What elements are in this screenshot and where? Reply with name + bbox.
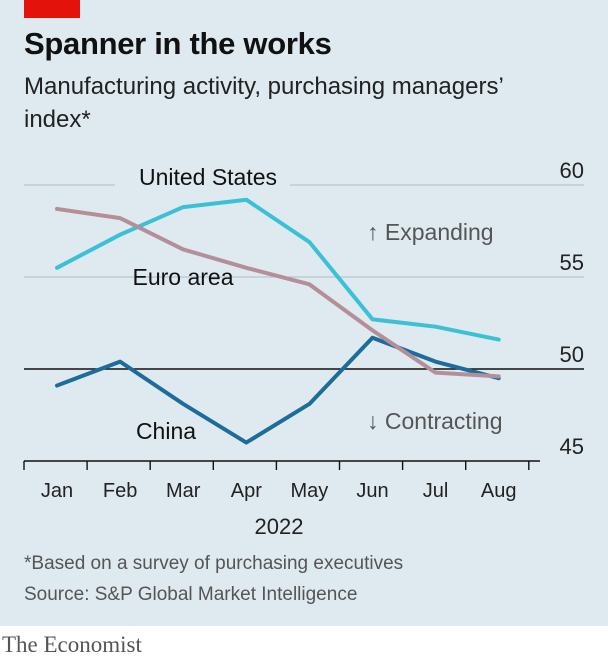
- y-tick-label: 45: [560, 434, 584, 459]
- x-tick-label: Jan: [41, 480, 73, 502]
- gridlines: [24, 184, 584, 370]
- series-labels: United States Euro area China: [132, 164, 277, 444]
- x-tick-label: Mar: [166, 480, 201, 502]
- series-line-united-states: [55, 197, 501, 342]
- x-tick-label: Aug: [481, 480, 517, 502]
- line-chart: 45 50 55 60 Jan Feb Mar Apr May Jun Jul Aug United…: [23, 158, 584, 539]
- annotation-expanding: ↑ Expanding: [367, 219, 494, 245]
- x-tick-label: Apr: [231, 480, 262, 502]
- x-tick-label: Jun: [356, 480, 388, 502]
- series-line-china: [55, 335, 501, 445]
- source-note: Source: S&P Global Market Intelligence: [24, 584, 358, 605]
- x-tick-label: Jul: [423, 480, 449, 502]
- series-label: China: [136, 418, 196, 444]
- y-tick-label: 55: [560, 250, 584, 275]
- annotation-contracting: ↓ Contracting: [367, 408, 503, 434]
- x-axis-label: 2022: [255, 514, 304, 539]
- series-label: United States: [139, 164, 277, 190]
- brand-red-bar: [24, 0, 80, 18]
- y-tick-label: 60: [560, 158, 584, 183]
- x-axis: Jan Feb Mar Apr May Jun Jul Aug: [23, 460, 540, 502]
- y-tick-labels: 45 50 55 60: [560, 158, 584, 459]
- x-tick-label: Feb: [103, 480, 137, 502]
- chart-title: Spanner in the works: [24, 26, 332, 61]
- chart-card: Spanner in the works Manufacturing activ…: [0, 0, 608, 626]
- series-label: Euro area: [132, 264, 233, 290]
- x-tick-label: May: [291, 480, 329, 502]
- series-line-euro-area: [55, 206, 501, 379]
- series-lines: [55, 197, 501, 445]
- y-tick-label: 50: [560, 342, 584, 367]
- footnote: *Based on a survey of purchasing executi…: [24, 553, 404, 574]
- chart-subtitle: Manufacturing activity, purchasing manag…: [24, 73, 503, 133]
- brand-wordmark: The Economist: [2, 632, 142, 657]
